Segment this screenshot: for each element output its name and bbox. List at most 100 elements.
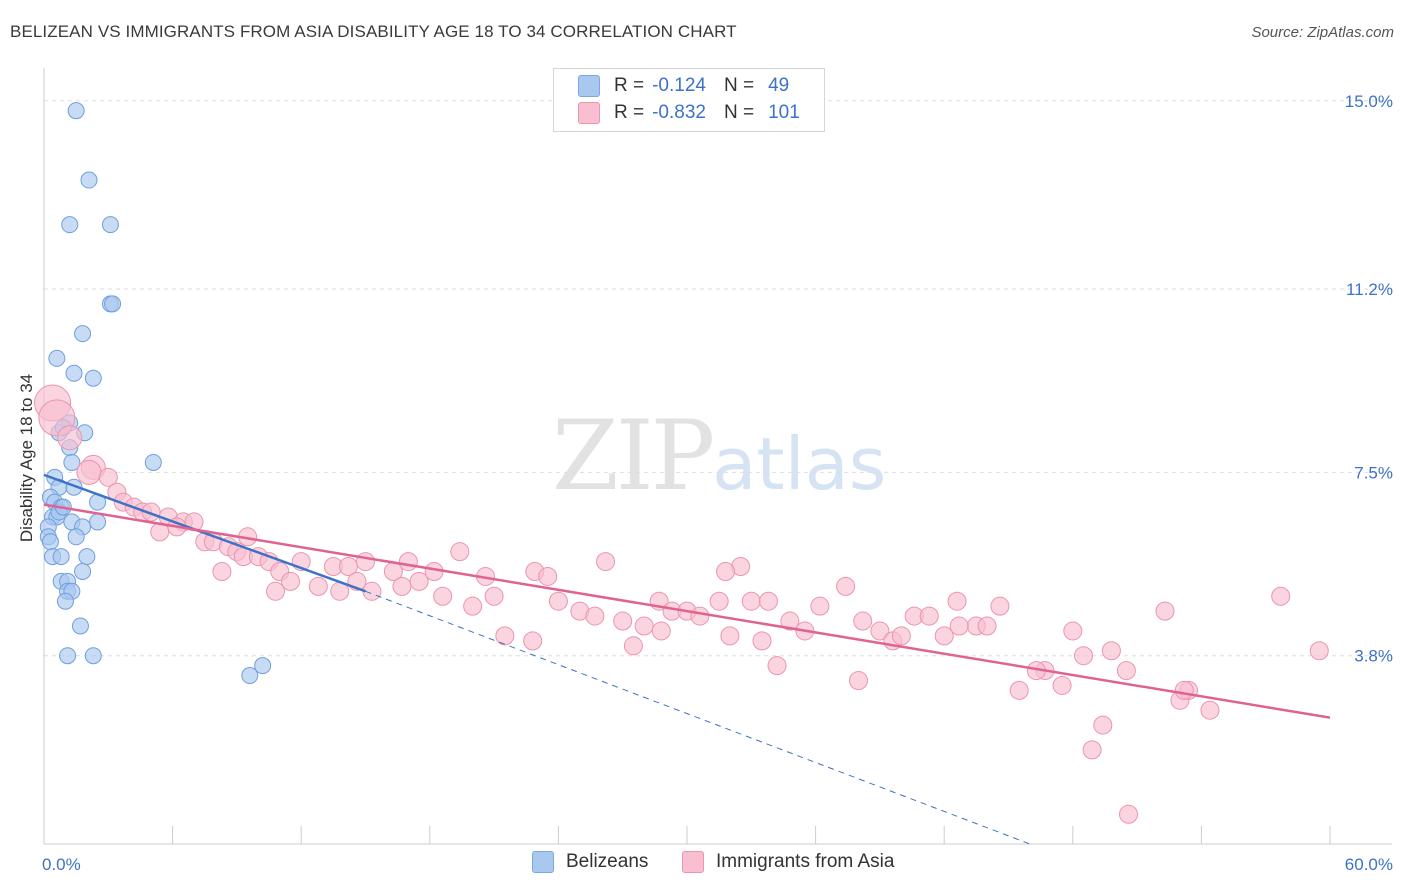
legend-item-immigrants-asia: Immigrants from Asia: [682, 851, 894, 873]
stats-row-immigrants-asia: R = -0.832 N = 101: [578, 101, 800, 125]
series-legend: Belizeans Immigrants from Asia: [0, 851, 1406, 877]
belizeans-point: [48, 349, 66, 367]
r-value: -0.832: [652, 102, 706, 123]
belizeans-point: [65, 364, 83, 382]
immigrants-asia-point: [548, 591, 568, 611]
immigrants-asia-point: [409, 571, 429, 591]
immigrants-asia-point: [758, 591, 778, 611]
r-label: R =: [614, 102, 645, 123]
immigrants-asia-point: [1116, 661, 1136, 681]
immigrants-asia-point: [1101, 641, 1121, 661]
immigrants-asia-point: [990, 596, 1010, 616]
immigrants-asia-point: [977, 616, 997, 636]
immigrants-asia-point: [1271, 586, 1291, 606]
belizeans-point: [67, 102, 85, 120]
immigrants-asia-point: [690, 606, 710, 626]
immigrants-asia-point: [1082, 740, 1102, 760]
immigrants-asia-point: [76, 459, 102, 485]
immigrants-asia-point: [212, 561, 232, 581]
n-value: 49: [768, 75, 790, 96]
belizeans-point: [254, 657, 272, 675]
y-axis-label: Disability Age 18 to 34: [17, 374, 36, 542]
immigrants-asia-point: [947, 591, 967, 611]
immigrants-asia-legend-swatch: [682, 851, 704, 873]
immigrants-asia-trend-line: [43, 503, 1331, 719]
immigrants-asia-point: [848, 670, 868, 690]
belizeans-swatch: [578, 75, 600, 97]
n-value: 101: [768, 102, 800, 123]
immigrants-asia-point: [613, 611, 633, 631]
y-tick-label: 3.8%: [1354, 647, 1393, 666]
immigrants-asia-point: [1174, 680, 1194, 700]
belizeans-point: [52, 548, 70, 566]
y-tick-label: 11.2%: [1346, 280, 1393, 299]
immigrants-asia-point: [716, 561, 736, 581]
legend-item-belizeans: Belizeans: [532, 851, 648, 873]
belizeans-point: [84, 647, 102, 665]
watermark-zip: ZIP: [552, 400, 715, 512]
immigrants-asia-point: [585, 606, 605, 626]
immigrants-asia-point: [949, 616, 969, 636]
legend-label-immigrants-asia: Immigrants from Asia: [716, 851, 895, 872]
belizeans-point: [63, 453, 81, 471]
y-tick-label: 15.0%: [1345, 92, 1393, 111]
x-tick-label-min: 0.0%: [42, 855, 81, 874]
n-label: N =: [723, 102, 755, 123]
immigrants-asia-point: [810, 596, 830, 616]
immigrants-asia-point: [57, 425, 83, 451]
immigrants-asia-point: [651, 621, 671, 641]
r-label: R =: [614, 75, 645, 96]
chart-title: BELIZEAN VS IMMIGRANTS FROM ASIA DISABIL…: [10, 22, 737, 41]
belizeans-point: [61, 216, 79, 234]
immigrants-asia-point: [1052, 675, 1072, 695]
immigrants-asia-point: [720, 626, 740, 646]
immigrants-asia-swatch: [578, 102, 600, 124]
immigrants-asia-point: [433, 586, 453, 606]
immigrants-asia-point: [870, 621, 890, 641]
immigrants-asia-point: [780, 611, 800, 631]
y-tick-label: 7.5%: [1354, 463, 1393, 482]
belizeans-point: [80, 171, 98, 189]
immigrants-asia-point: [767, 656, 787, 676]
stats-legend: R = -0.124 N = 49 R = -0.832 N = 101: [553, 68, 825, 132]
immigrants-asia-point: [392, 576, 412, 596]
watermark: ZIPatlas: [552, 400, 886, 512]
belizeans-point: [84, 369, 102, 387]
immigrants-asia-point: [853, 611, 873, 631]
belizeans-point: [241, 667, 259, 685]
immigrants-asia-point: [919, 606, 939, 626]
stats-row-belizeans: R = -0.124 N = 49: [578, 74, 789, 98]
immigrants-asia-point: [1093, 715, 1113, 735]
immigrants-asia-point: [1155, 601, 1175, 621]
immigrants-asia-point: [934, 626, 954, 646]
belizeans-trend-extension: [365, 590, 1031, 845]
immigrants-asia-point: [356, 552, 375, 572]
belizeans-point: [74, 562, 92, 580]
belizeans-point: [74, 325, 92, 343]
immigrants-asia-point: [523, 631, 543, 651]
immigrants-asia-point: [1309, 641, 1329, 661]
immigrants-asia-point: [596, 552, 616, 572]
belizeans-point: [78, 548, 96, 566]
immigrants-asia-point: [495, 626, 515, 646]
belizeans-legend-swatch: [532, 851, 554, 873]
watermark-atlas: atlas: [712, 422, 887, 506]
belizeans-point: [104, 295, 122, 313]
immigrants-asia-point: [463, 596, 483, 616]
belizeans-point: [59, 647, 77, 665]
immigrants-asia-point: [450, 542, 470, 562]
immigrants-asia-point: [1119, 804, 1139, 824]
immigrants-asia-point: [741, 591, 761, 611]
immigrants-asia-point: [709, 591, 729, 611]
immigrants-asia-point: [98, 467, 118, 487]
immigrants-asia-point: [623, 636, 643, 656]
immigrants-asia-point: [338, 557, 358, 577]
immigrants-asia-point: [1200, 700, 1220, 720]
legend-label-belizeans: Belizeans: [566, 851, 649, 872]
n-label: N =: [723, 75, 755, 96]
immigrants-asia-point: [484, 586, 504, 606]
belizeans-point: [41, 533, 59, 551]
r-value: -0.124: [652, 75, 706, 96]
belizeans-point: [56, 592, 74, 610]
